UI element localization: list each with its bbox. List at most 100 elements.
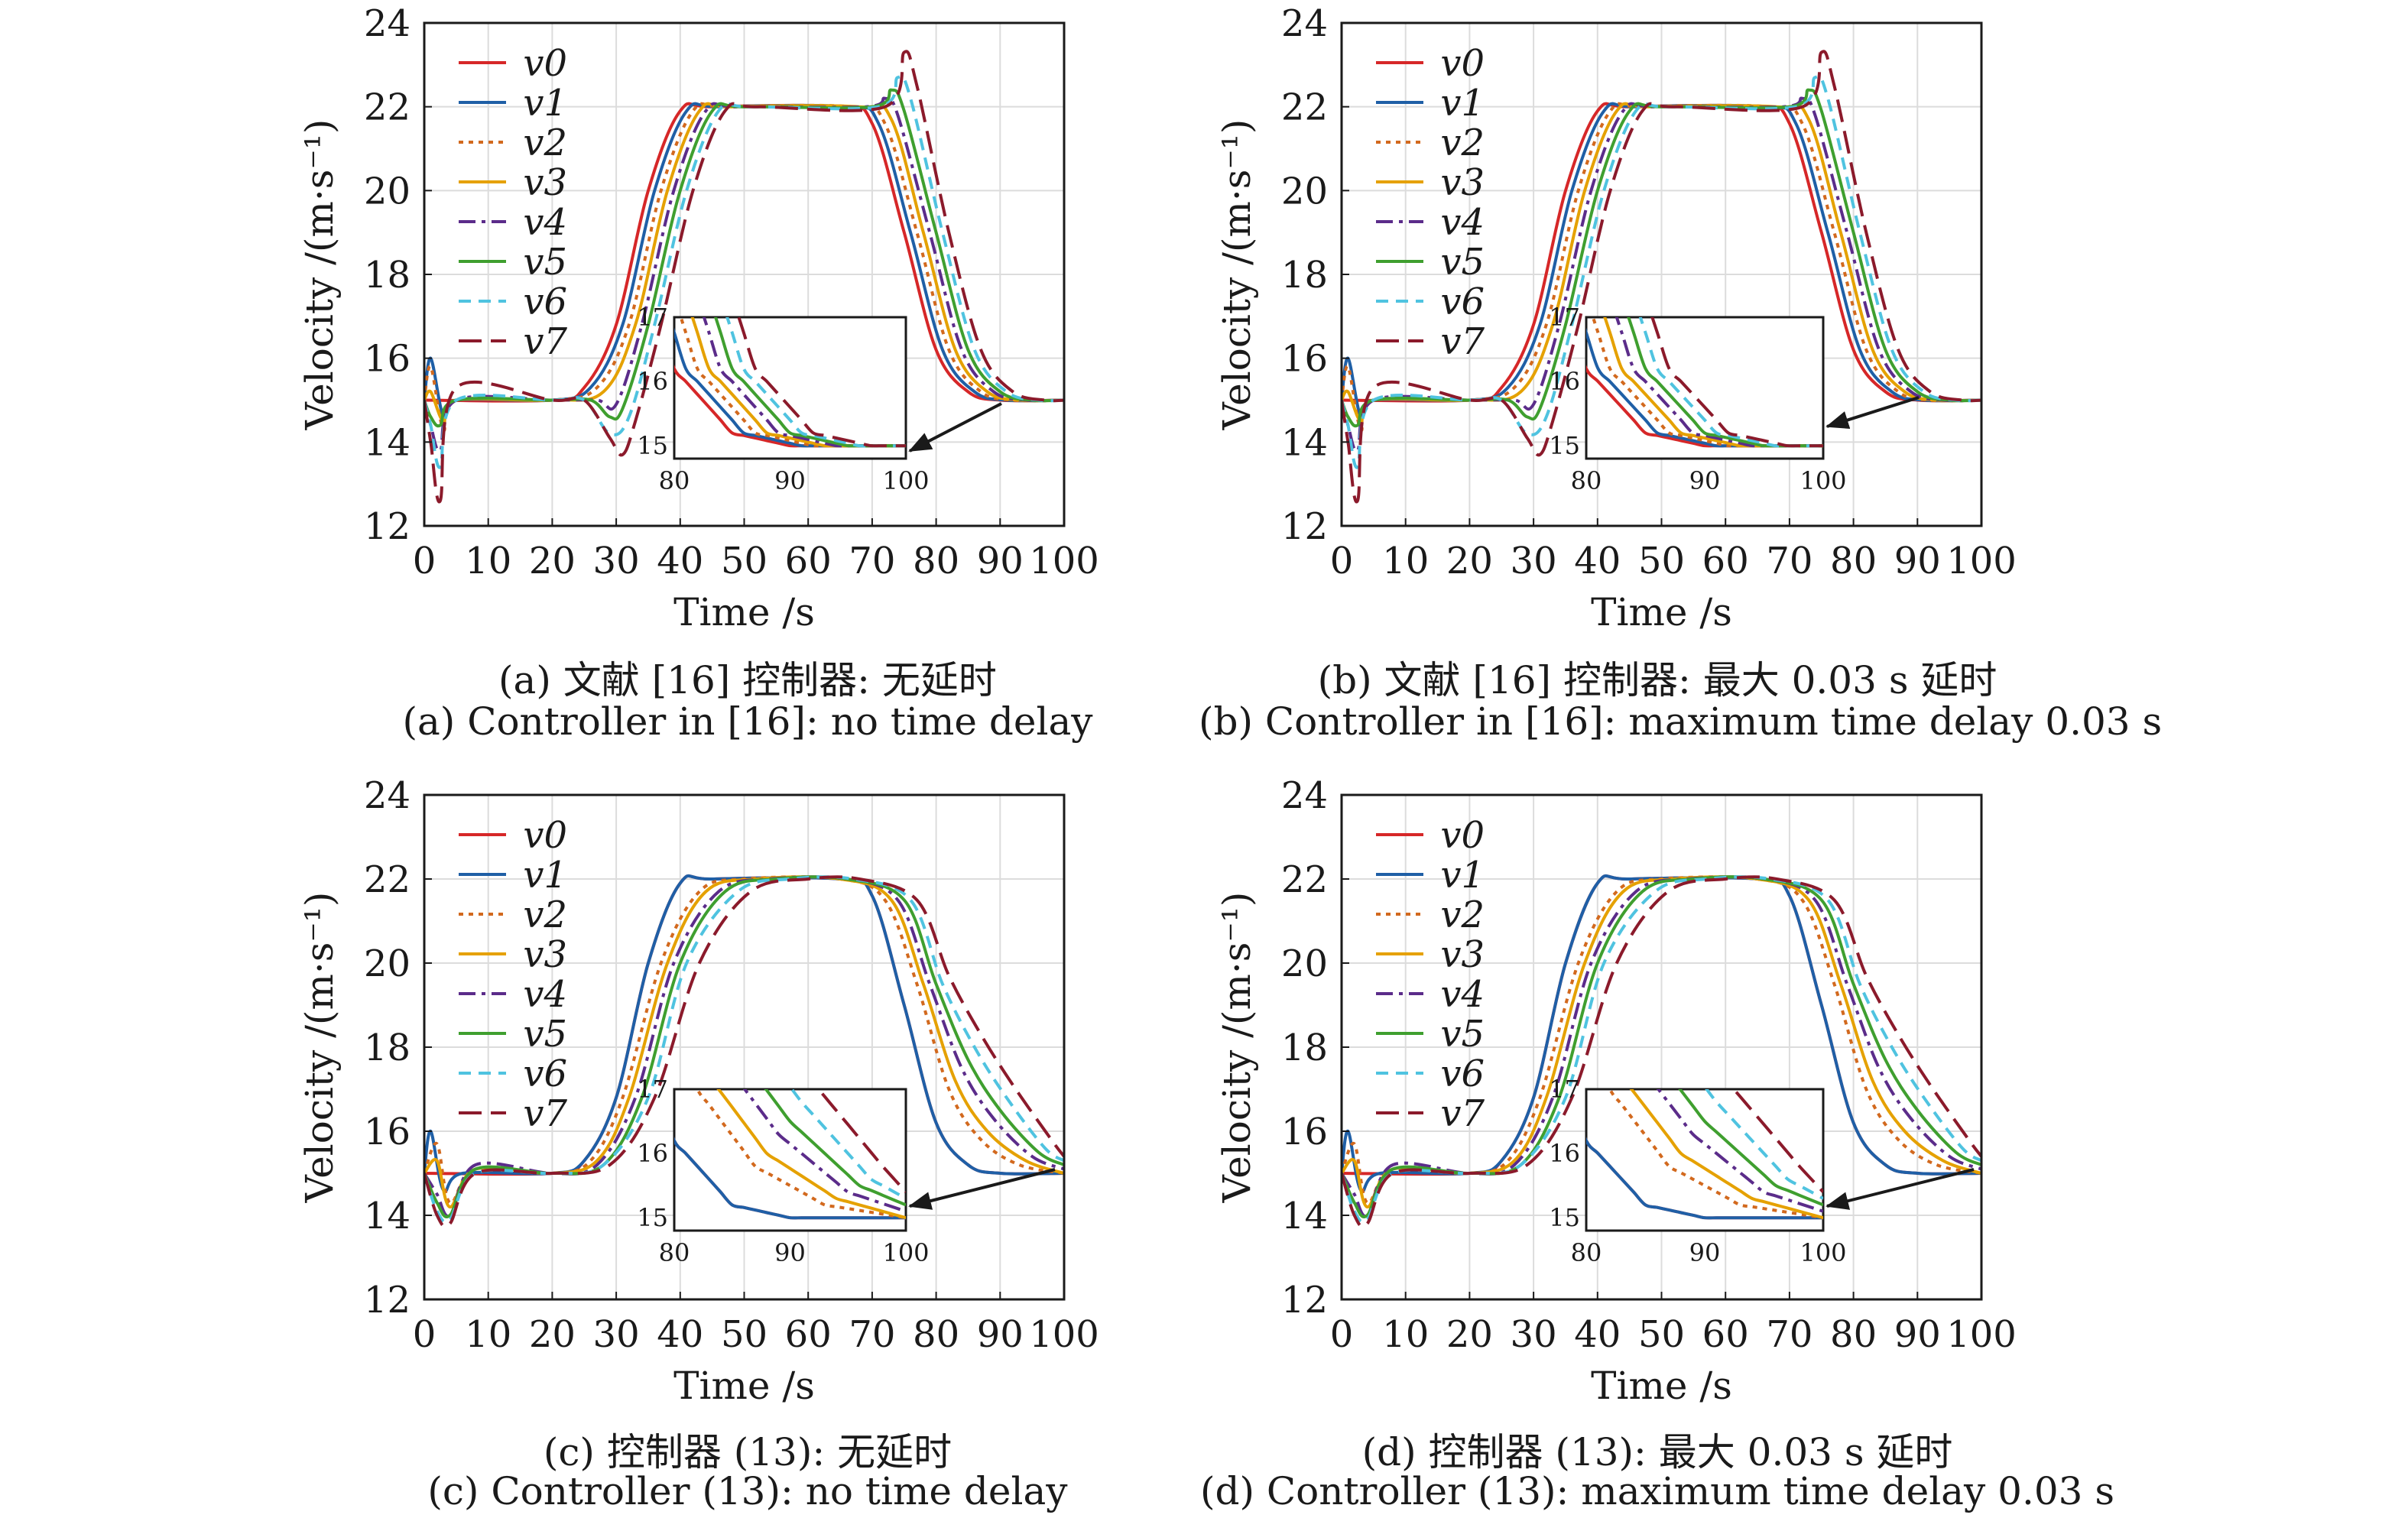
inset-series-line-v2 xyxy=(1608,1089,1823,1220)
y-tick-label: 12 xyxy=(1281,505,1328,548)
inset-y-tick-label: 17 xyxy=(1549,303,1580,332)
zoom-arrow xyxy=(1825,1168,1975,1210)
inset-series-group xyxy=(674,1089,906,1220)
legend-label-v7: v7 xyxy=(1440,1092,1485,1135)
x-tick-label: 90 xyxy=(977,540,1024,582)
legend-label-v4: v4 xyxy=(523,201,567,244)
series-line-v5 xyxy=(1342,88,1981,428)
y-tick-label: 22 xyxy=(364,858,411,901)
caption-b-en: (b) Controller in [16]: maximum time del… xyxy=(1199,699,2163,744)
series-line-v2 xyxy=(1342,875,1981,1205)
series-line-v5 xyxy=(424,88,1064,428)
inset-series-group xyxy=(674,317,906,448)
x-tick-label: 90 xyxy=(1894,540,1941,582)
x-tick-label: 40 xyxy=(657,540,703,582)
x-tick-label: 0 xyxy=(1330,540,1354,582)
inset-x-tick-label: 100 xyxy=(882,1238,929,1267)
inset-x-tick-label: 80 xyxy=(659,1238,690,1267)
inset-x-tick-label: 100 xyxy=(1800,1238,1846,1267)
x-tick-label: 50 xyxy=(1638,1313,1685,1356)
inset-series-line-v6 xyxy=(1705,1089,1823,1200)
x-tick-label: 50 xyxy=(1638,540,1685,582)
inset-y-tick-label: 17 xyxy=(1549,1075,1580,1104)
x-tick-label: 20 xyxy=(529,540,576,582)
x-tick-label: 60 xyxy=(785,540,832,582)
inset-series-group xyxy=(1586,1089,1823,1220)
x-tick-label: 70 xyxy=(849,540,895,582)
legend-label-v4: v4 xyxy=(1440,201,1485,244)
inset-series-line-v4 xyxy=(1656,1089,1823,1213)
x-tick-label: 90 xyxy=(977,1313,1024,1356)
x-axis-label: Time /s xyxy=(673,1364,815,1408)
x-tick-label: 40 xyxy=(657,1313,703,1356)
legend-label-v7: v7 xyxy=(523,1092,567,1135)
inset-x-tick-label: 100 xyxy=(1800,466,1846,495)
x-tick-label: 10 xyxy=(465,1313,511,1356)
legend-label-v5: v5 xyxy=(1440,241,1485,284)
x-tick-label: 30 xyxy=(593,1313,640,1356)
caption-d-en: (d) Controller (13): maximum time delay … xyxy=(1199,1469,2115,1513)
caption-d-cn: (d) 控制器 (13): 最大 0.03 s 延时 xyxy=(1361,1430,1953,1474)
x-tick-label: 80 xyxy=(1830,540,1877,582)
legend-label-v1: v1 xyxy=(523,82,567,125)
series-group xyxy=(1342,874,1981,1228)
legend-label-v3: v3 xyxy=(1440,933,1485,976)
series-line-v2 xyxy=(424,102,1064,432)
y-tick-label: 18 xyxy=(364,254,411,297)
y-tick-label: 24 xyxy=(364,2,411,45)
inset-y-tick-label: 16 xyxy=(1549,367,1580,396)
x-tick-label: 10 xyxy=(1382,1313,1429,1356)
inset-series-line-v4 xyxy=(742,1089,906,1213)
y-tick-label: 18 xyxy=(1281,1027,1328,1069)
series-line-v4 xyxy=(1342,875,1981,1218)
y-tick-label: 18 xyxy=(364,1027,411,1069)
series-line-v6 xyxy=(1342,875,1981,1224)
y-tick-label: 20 xyxy=(364,942,411,985)
y-tick-label: 12 xyxy=(364,1279,411,1322)
y-tick-label: 12 xyxy=(364,505,411,548)
x-tick-label: 20 xyxy=(1446,540,1493,582)
legend-label-v0: v0 xyxy=(1440,42,1485,85)
legend-label-v6: v6 xyxy=(523,1053,567,1095)
legend-label-v2: v2 xyxy=(523,894,567,936)
series-line-v7 xyxy=(424,875,1064,1228)
inset-y-tick-label: 15 xyxy=(1549,1203,1580,1232)
inset-series-line-v3 xyxy=(716,1089,906,1220)
caption-c-cn: (c) 控制器 (13): 无延时 xyxy=(543,1430,952,1474)
x-tick-label: 80 xyxy=(913,1313,959,1356)
x-tick-label: 90 xyxy=(1894,1313,1941,1356)
chart-panel-c: 0 10 20 30 40 50 60 70 80 90 10012141618202224Time… xyxy=(297,774,1099,1408)
inset-series-line-v7 xyxy=(1731,1089,1823,1193)
caption-a-cn: (a) 文献 [16] 控制器: 无延时 xyxy=(498,658,997,702)
series-line-v4 xyxy=(424,875,1064,1218)
x-tick-label: 10 xyxy=(1382,540,1429,582)
legend-label-v3: v3 xyxy=(1440,161,1485,204)
x-tick-label: 30 xyxy=(593,540,640,582)
series-line-v5 xyxy=(1342,875,1981,1218)
series-line-v4 xyxy=(1342,96,1981,452)
series-line-v5 xyxy=(424,875,1064,1218)
legend-label-v7: v7 xyxy=(523,320,567,363)
y-tick-label: 20 xyxy=(364,170,411,212)
y-axis-label: Velocity /(m·s⁻¹) xyxy=(1215,892,1259,1204)
y-tick-label: 14 xyxy=(1281,1195,1328,1237)
inset-series-line-v2 xyxy=(696,1089,906,1220)
chart-panel-d: 0 10 20 30 40 50 60 70 80 90 10012141618202224Time… xyxy=(1215,774,2017,1408)
x-tick-label: 70 xyxy=(849,1313,895,1356)
y-tick-label: 24 xyxy=(1281,774,1328,817)
x-tick-label: 100 xyxy=(1029,540,1099,582)
legend-label-v3: v3 xyxy=(523,933,567,976)
x-tick-label: 20 xyxy=(1446,1313,1493,1356)
caption-c-en: (c) Controller (13): no time delay xyxy=(427,1469,1068,1513)
series-line-v7 xyxy=(1342,50,1981,504)
y-tick-label: 16 xyxy=(364,338,411,381)
inset-series-line-v2 xyxy=(679,317,906,448)
inset-x-tick-label: 80 xyxy=(1571,466,1602,495)
inset-series-line-v5 xyxy=(1627,317,1823,448)
inset-series-line-v1 xyxy=(1586,1137,1823,1220)
legend-label-v2: v2 xyxy=(1440,894,1485,936)
x-tick-label: 100 xyxy=(1946,540,2017,582)
series-group xyxy=(424,874,1064,1228)
legend-label-v1: v1 xyxy=(1440,82,1485,125)
